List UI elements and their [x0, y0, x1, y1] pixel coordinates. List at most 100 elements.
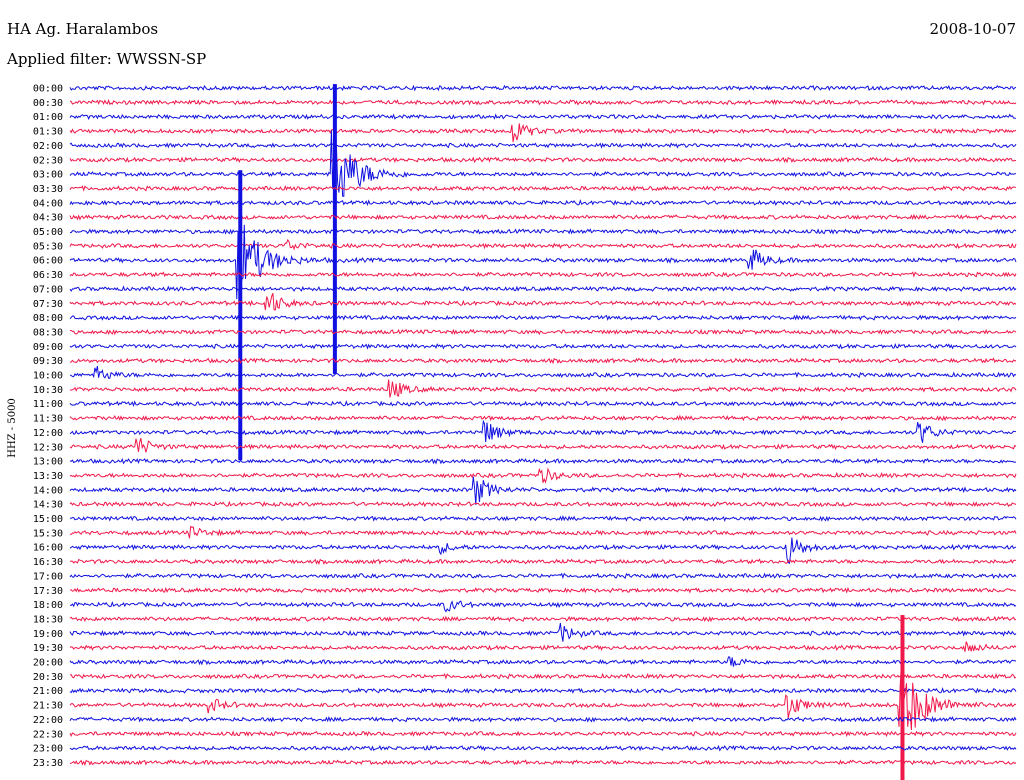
station-title: HA Ag. Haralambos [7, 20, 159, 38]
seismic-trace [69, 224, 1017, 300]
seismic-trace [69, 438, 1017, 453]
time-tick-label: 07:30 [33, 299, 63, 310]
time-tick-label: 13:30 [33, 471, 63, 482]
time-tick-label: 00:30 [33, 98, 63, 109]
time-tick-label: 21:30 [33, 701, 63, 712]
time-tick-label: 22:00 [33, 715, 63, 726]
seismic-trace [69, 379, 1017, 398]
time-tick-label: 01:30 [33, 127, 63, 138]
seismic-trace [69, 357, 1017, 365]
time-tick-label: 19:30 [33, 643, 63, 654]
seismic-trace [69, 558, 1017, 566]
seismic-trace [69, 572, 1017, 580]
seismic-trace [69, 113, 1017, 121]
saturated-event [332, 84, 337, 375]
seismic-trace [69, 130, 1017, 197]
seismic-trace [69, 622, 1017, 642]
seismic-trace [69, 600, 1017, 613]
time-tick-label: 18:30 [33, 614, 63, 625]
time-tick-label: 09:30 [33, 356, 63, 367]
seismic-trace [69, 84, 1017, 92]
time-tick-labels: 00:00 00:30 01:00 01:30 02:00 02:30 03:00 03:30… [33, 84, 63, 769]
seismic-trace [69, 400, 1017, 408]
time-tick-label: 03:30 [33, 184, 63, 195]
time-tick-label: 06:30 [33, 270, 63, 281]
time-tick-label: 02:30 [33, 155, 63, 166]
time-tick-label: 06:00 [33, 256, 63, 267]
seismic-trace [70, 586, 1017, 594]
seismic-trace [69, 314, 1017, 321]
seismic-trace [69, 213, 1017, 221]
seismic-trace [69, 414, 1017, 422]
time-tick-label: 17:30 [33, 586, 63, 597]
time-tick-label: 23:00 [33, 744, 63, 755]
seismic-trace [69, 730, 1017, 738]
seismic-trace [69, 744, 1017, 752]
seismic-trace [69, 156, 1017, 164]
seismic-trace [69, 342, 1017, 350]
seismic-trace [69, 228, 1017, 235]
time-tick-label: 15:00 [33, 514, 63, 525]
filter-label: Applied filter: WWSSN-SP [7, 50, 207, 68]
seismic-trace [69, 672, 1017, 680]
time-tick-label: 07:00 [33, 284, 63, 295]
seismic-trace [69, 98, 1017, 106]
y-axis-label: HHZ - 5000 [7, 398, 18, 458]
time-tick-label: 11:30 [33, 414, 63, 425]
time-tick-label: 14:30 [33, 500, 63, 511]
seismic-trace [69, 184, 1016, 192]
time-tick-label: 16:00 [33, 543, 63, 554]
seismic-trace [69, 656, 1017, 667]
time-tick-label: 09:00 [33, 342, 63, 353]
time-tick-label: 05:30 [33, 241, 63, 252]
seismic-trace [69, 759, 1017, 767]
seismic-trace [69, 661, 1017, 731]
time-tick-label: 03:00 [33, 170, 63, 181]
time-tick-label: 18:00 [33, 600, 63, 611]
seismic-trace [69, 285, 1017, 292]
seismic-trace [69, 467, 1017, 484]
seismic-trace [69, 142, 1017, 149]
time-tick-label: 08:30 [33, 327, 63, 338]
saturated-event [238, 170, 243, 461]
time-tick-label: 23:30 [33, 758, 63, 769]
seismic-trace [69, 199, 1017, 207]
time-tick-label: 10:00 [33, 371, 63, 382]
time-tick-label: 20:30 [33, 672, 63, 683]
time-tick-label: 05:00 [33, 227, 63, 238]
seismic-trace [69, 537, 1017, 564]
seismic-trace [69, 641, 1017, 652]
time-tick-label: 14:00 [33, 485, 63, 496]
seismic-trace [69, 238, 1017, 251]
seismic-trace [70, 515, 1017, 522]
seismic-trace [69, 293, 1017, 311]
time-tick-label: 20:00 [33, 658, 63, 669]
time-tick-label: 04:30 [33, 213, 63, 224]
time-tick-label: 22:30 [33, 729, 63, 740]
seismic-trace [69, 525, 1017, 539]
time-tick-label: 13:00 [33, 457, 63, 468]
time-tick-label: 17:00 [33, 571, 63, 582]
seismic-trace [69, 715, 1017, 723]
time-tick-label: 01:00 [33, 112, 63, 123]
saturated-event [900, 615, 905, 780]
seismic-trace [69, 457, 1017, 465]
time-tick-label: 12:30 [33, 442, 63, 453]
time-tick-label: 12:00 [33, 428, 63, 439]
time-tick-label: 08:00 [33, 313, 63, 324]
time-tick-label: 10:30 [33, 385, 63, 396]
seismic-trace [69, 419, 1017, 443]
trace-group [69, 84, 1017, 780]
time-tick-label: 15:30 [33, 528, 63, 539]
seismic-trace [69, 500, 1017, 508]
time-tick-label: 11:00 [33, 399, 63, 410]
date-label: 2008-10-07 [929, 20, 1016, 38]
seismic-trace [69, 687, 1017, 695]
seismic-trace [70, 328, 1017, 336]
time-tick-label: 16:30 [33, 557, 63, 568]
time-tick-label: 02:00 [33, 141, 63, 152]
seismic-trace [69, 476, 1017, 505]
seismic-trace [69, 615, 1017, 623]
time-tick-label: 00:00 [33, 84, 63, 95]
